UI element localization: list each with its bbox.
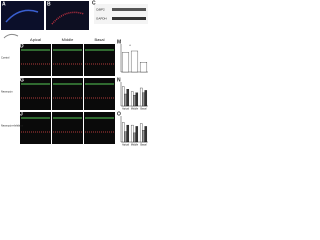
bar	[126, 89, 130, 107]
bar	[139, 62, 148, 73]
micrograph	[52, 44, 83, 76]
column-label: Basal	[94, 37, 104, 42]
bar	[124, 131, 127, 143]
bar	[126, 124, 130, 143]
panel-label: C	[92, 0, 96, 6]
x-tick-label: Middle	[131, 144, 139, 147]
cochlea-schematic	[3, 33, 19, 39]
x-tick-label: Apical	[122, 144, 129, 147]
panel-label: G	[20, 77, 24, 83]
bar	[121, 86, 125, 107]
x-tick-label: Middle	[131, 108, 139, 111]
micrograph	[84, 78, 115, 110]
bar	[139, 123, 143, 143]
micrograph	[20, 78, 51, 110]
bar	[139, 87, 143, 107]
column-label: Apical	[30, 37, 41, 42]
band	[112, 17, 146, 20]
micrograph	[84, 112, 115, 144]
row-label: Control	[1, 56, 10, 60]
column-label: Middle	[62, 37, 75, 42]
bar	[142, 92, 145, 107]
band-label: GAPDH	[96, 16, 107, 20]
panel-b-image	[46, 1, 89, 30]
panel-label: B	[47, 1, 51, 7]
micrograph	[84, 44, 115, 76]
panel-label: J	[20, 111, 23, 117]
band	[112, 8, 146, 11]
micrograph	[20, 44, 51, 76]
bar	[124, 93, 127, 107]
bar	[142, 130, 145, 143]
bar	[121, 52, 130, 73]
x-tick-label: Basal	[140, 108, 147, 111]
micrograph	[20, 112, 51, 144]
puncta	[51, 11, 85, 25]
bar	[130, 50, 139, 73]
micrograph	[52, 78, 83, 110]
bar	[135, 126, 139, 143]
panel-label: M	[117, 39, 121, 45]
bar	[144, 126, 148, 143]
panel-label: O	[117, 111, 121, 117]
bar	[130, 91, 134, 107]
bar	[121, 122, 125, 143]
x-tick-label: Apical	[122, 108, 129, 111]
bar	[144, 90, 148, 107]
row-label: Neomycin+Inhibitor	[1, 124, 23, 128]
bar	[133, 132, 136, 143]
row-label: Neomycin	[1, 90, 13, 94]
bar	[135, 92, 139, 107]
band-label: CtBP2	[96, 7, 105, 11]
panel-a-image	[1, 1, 44, 30]
bar	[133, 95, 136, 107]
x-tick-label: Basal	[140, 144, 147, 147]
tissue	[5, 9, 39, 23]
panel-label: N	[117, 77, 121, 83]
panel-label: D	[20, 43, 24, 49]
panel-label: A	[2, 1, 6, 7]
micrograph	[52, 112, 83, 144]
bar	[130, 124, 134, 143]
annotation: *	[129, 43, 131, 48]
